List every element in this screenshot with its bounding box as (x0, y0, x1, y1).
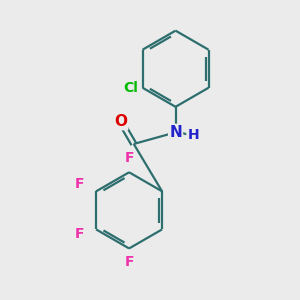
Text: F: F (124, 152, 134, 165)
Text: H: H (188, 128, 199, 142)
Text: F: F (75, 227, 85, 241)
Text: N: N (169, 125, 182, 140)
Text: Cl: Cl (124, 81, 138, 95)
Text: F: F (75, 177, 85, 191)
Text: F: F (124, 255, 134, 269)
Text: O: O (114, 114, 127, 129)
